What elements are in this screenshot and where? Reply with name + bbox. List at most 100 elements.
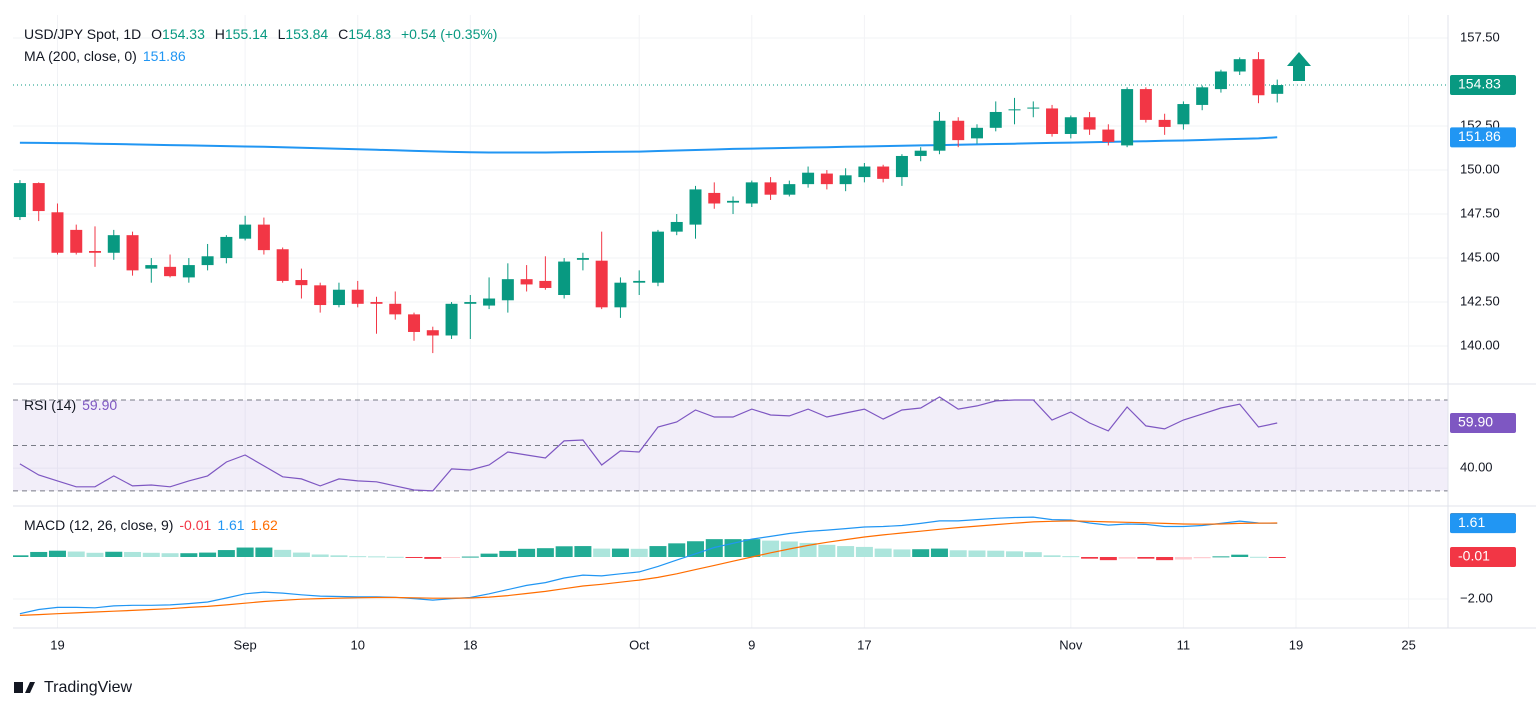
candle-body <box>1102 129 1115 142</box>
macd-histogram-bar <box>292 552 310 557</box>
macd-histogram-bar <box>1249 556 1267 558</box>
o-value: 154.33 <box>162 26 205 42</box>
o-label: O <box>151 26 163 42</box>
candle-body <box>201 256 214 266</box>
macd-histogram-bar <box>855 546 873 557</box>
macd-histogram-bar <box>480 553 498 557</box>
macd-histogram-bar <box>743 539 761 557</box>
macd-histogram-bar <box>837 546 855 557</box>
macd-histogram-bar <box>611 548 629 557</box>
candle-body <box>351 289 364 304</box>
macd-histogram-bar <box>367 556 385 558</box>
candle-body <box>164 266 177 277</box>
macd-histogram-bar <box>443 556 461 558</box>
macd-histogram-bar <box>48 550 66 557</box>
macd-histogram-bar <box>555 546 573 557</box>
price-tag-label: 154.83 <box>1458 76 1501 92</box>
candle-body <box>51 212 64 253</box>
candle-body <box>1158 119 1171 127</box>
macd-histogram-bar <box>217 550 235 557</box>
macd-histogram-bar <box>1081 556 1099 559</box>
candle-body <box>858 166 871 178</box>
macd-histogram-bar <box>274 549 292 557</box>
macd-histogram-bar <box>1268 556 1286 558</box>
macd-histogram-bar <box>311 554 329 557</box>
macd-histogram-bar <box>124 551 142 557</box>
price-tag <box>1450 75 1516 96</box>
candle-body <box>1139 89 1152 120</box>
macd-histogram-bar <box>405 556 423 558</box>
candle-body <box>1027 107 1040 109</box>
candle-body <box>989 111 1002 128</box>
candle-body <box>970 127 983 139</box>
price-tag <box>1450 513 1516 534</box>
candle-body <box>464 302 477 304</box>
l-label: L <box>277 26 286 42</box>
macd-histogram-bar <box>1024 552 1042 557</box>
candle-body <box>445 303 458 336</box>
x-tick-label: Oct <box>629 637 650 652</box>
change: +0.54 (+0.35%) <box>400 26 498 42</box>
candle-body <box>1271 85 1284 94</box>
macd-histogram-bar <box>912 549 930 557</box>
macd-histogram-bar <box>649 546 667 557</box>
macd-histogram-bar <box>161 553 179 557</box>
candle-body <box>558 261 571 296</box>
candle-body <box>332 289 345 306</box>
rsi-name: RSI (14) <box>24 397 77 413</box>
price-tag-label: 1.61 <box>1458 514 1485 530</box>
candle-body <box>89 251 102 253</box>
candle-body <box>295 280 308 286</box>
macd-histogram-bar <box>1006 551 1024 557</box>
price-tag-label: -0.01 <box>1458 548 1490 564</box>
macd-histogram-bar <box>724 539 742 557</box>
x-tick-label: 10 <box>350 637 364 652</box>
candle-body <box>1177 104 1190 125</box>
macd-histogram-bar <box>1193 556 1211 559</box>
axes: 19 Sep 10 18 Oct 9 17 Nov 11 19 25 140.00 142.50 145.… <box>50 29 1516 652</box>
candle-body <box>220 236 233 259</box>
y-tick-label: 150.00 <box>1460 161 1500 176</box>
macd-value: 1.61 <box>217 517 245 533</box>
macd-histogram-bar <box>949 550 967 557</box>
x-tick-label: 9 <box>748 637 755 652</box>
macd-histogram-bar <box>386 556 404 558</box>
candle-body <box>914 150 927 156</box>
ma-value: 151.86 <box>142 48 186 64</box>
candle-body <box>370 302 383 304</box>
candle-body <box>520 279 533 285</box>
price-tag <box>1450 127 1516 148</box>
candle-body <box>1046 108 1059 134</box>
macd-histogram-bar <box>86 552 104 557</box>
candle-body <box>314 285 327 306</box>
macd-histogram-bar <box>105 551 123 557</box>
candle-body <box>952 120 965 141</box>
macd-histogram-bar <box>330 555 348 557</box>
candle-body <box>764 182 777 195</box>
y-tick-label: −2.00 <box>1460 590 1493 605</box>
rsi-pane <box>13 396 1448 492</box>
macd-histogram-bar <box>987 550 1005 557</box>
macd-histogram-bar <box>180 553 198 557</box>
rsi-line <box>19 396 1278 492</box>
macd-histogram-bar <box>574 546 592 557</box>
candle-body <box>745 182 758 204</box>
candle-body <box>895 155 908 178</box>
candle-body <box>32 183 45 212</box>
x-tick-label: 11 <box>1177 637 1191 652</box>
x-tick-label: 25 <box>1401 637 1415 652</box>
y-tick-label: 140.00 <box>1460 337 1500 352</box>
macd-histogram-bar <box>1174 556 1192 560</box>
macd-histogram-bar <box>236 547 254 557</box>
rsi-value: 59.90 <box>82 397 118 413</box>
x-tick-label: 19 <box>1289 637 1303 652</box>
candle-body <box>1121 89 1134 146</box>
macd-histogram-bar <box>518 548 536 557</box>
y-tick-label: 40.00 <box>1460 460 1493 475</box>
candle-body <box>689 189 702 225</box>
candle-body <box>389 303 402 315</box>
y-tick-label: 157.50 <box>1460 29 1500 44</box>
macd-histogram-bar <box>818 544 836 557</box>
candle-body <box>802 172 815 185</box>
